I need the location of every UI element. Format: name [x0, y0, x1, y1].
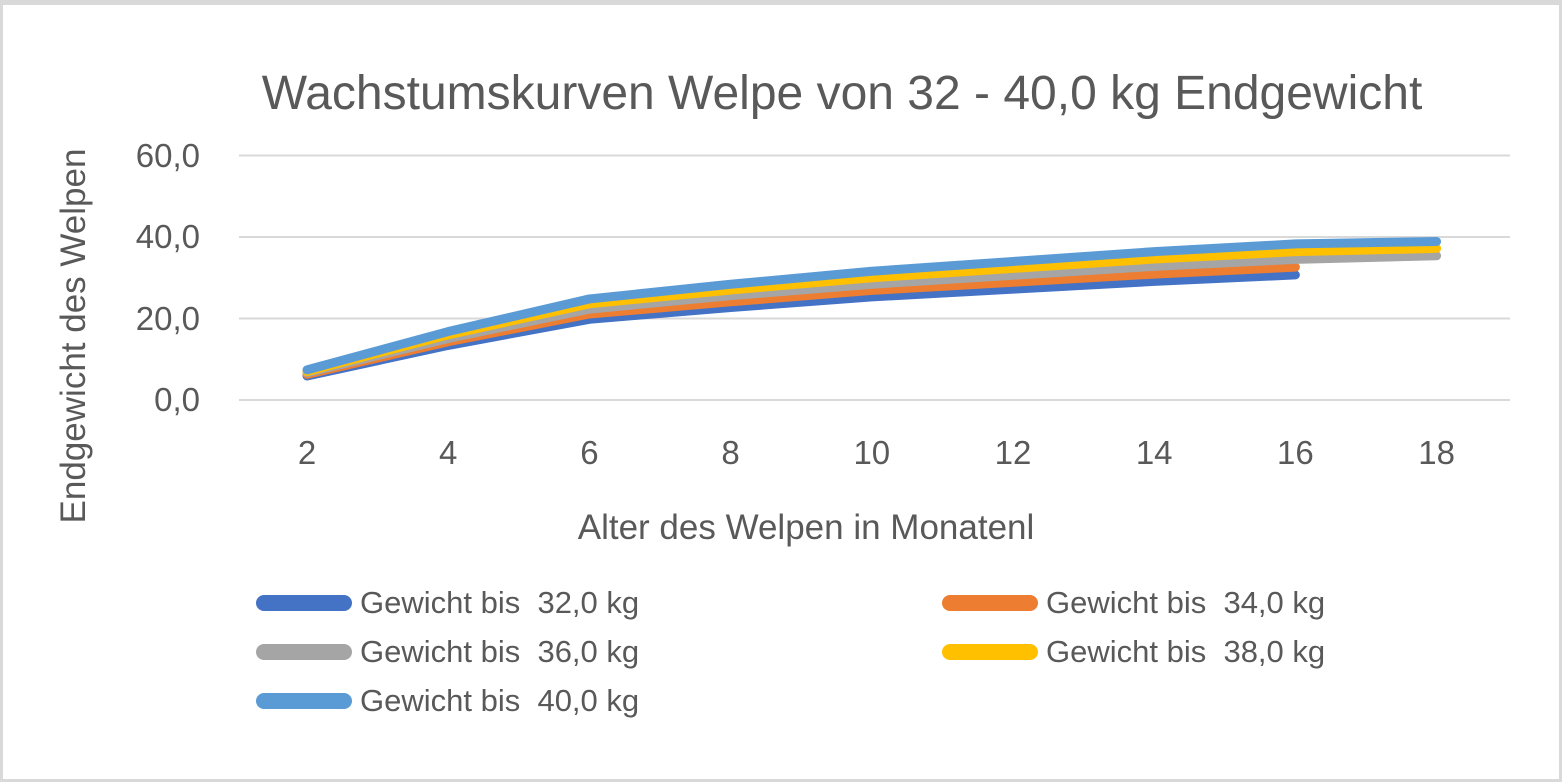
series-lines — [302, 236, 1442, 381]
legend-label: Gewicht bis 32,0 kg — [360, 584, 640, 620]
x-tick-label: 14 — [1135, 434, 1173, 471]
x-tick-label: 18 — [1418, 434, 1455, 471]
legend-item: Gewicht bis 40,0 kg — [256, 676, 942, 725]
gridlines — [239, 154, 1510, 401]
y-tick-label: 40,0 — [135, 218, 200, 255]
y-tick-label: 20,0 — [135, 299, 200, 337]
legend-item: Gewicht bis 34,0 kg — [942, 578, 1562, 627]
legend-swatch — [942, 643, 1038, 660]
legend-item: Gewicht bis 36,0 kg — [256, 627, 942, 676]
y-tick-label: 60,0 — [135, 136, 200, 174]
legend-swatch — [256, 594, 352, 611]
x-axis-title: Alter des Welpen in Monatenl — [577, 508, 1035, 547]
legend-label: Gewicht bis 40,0 kg — [360, 682, 640, 718]
x-tick-label: 10 — [853, 434, 891, 471]
legend-label: Gewicht bis 36,0 kg — [360, 633, 640, 669]
chart-title: Wachstumskurven Welpe von 32 - 40,0 kg E… — [261, 67, 1423, 120]
legend-swatch — [256, 643, 352, 660]
x-tick-label: 6 — [580, 434, 599, 471]
x-tick-label: 12 — [994, 434, 1032, 471]
x-tick-label: 8 — [721, 434, 740, 471]
legend-item: Gewicht bis 38,0 kg — [942, 627, 1562, 676]
x-tick-label: 16 — [1277, 434, 1314, 471]
x-tick-label: 2 — [297, 434, 317, 471]
series-line — [302, 236, 1442, 375]
legend-item: Gewicht bis 32,0 kg — [256, 578, 942, 627]
legend-label: Gewicht bis 34,0 kg — [1046, 584, 1326, 620]
legend-label: Gewicht bis 38,0 kg — [1046, 633, 1326, 669]
x-tick-label: 4 — [439, 434, 458, 471]
legend-swatch — [256, 692, 352, 709]
y-axis-title: Endgewicht des Welpen — [54, 148, 93, 524]
legend-swatch — [942, 594, 1038, 611]
legend: Gewicht bis 32,0 kg Gewicht bis 34,0 kg Ge… — [256, 578, 1562, 725]
y-tick-label: 0,0 — [154, 381, 200, 418]
